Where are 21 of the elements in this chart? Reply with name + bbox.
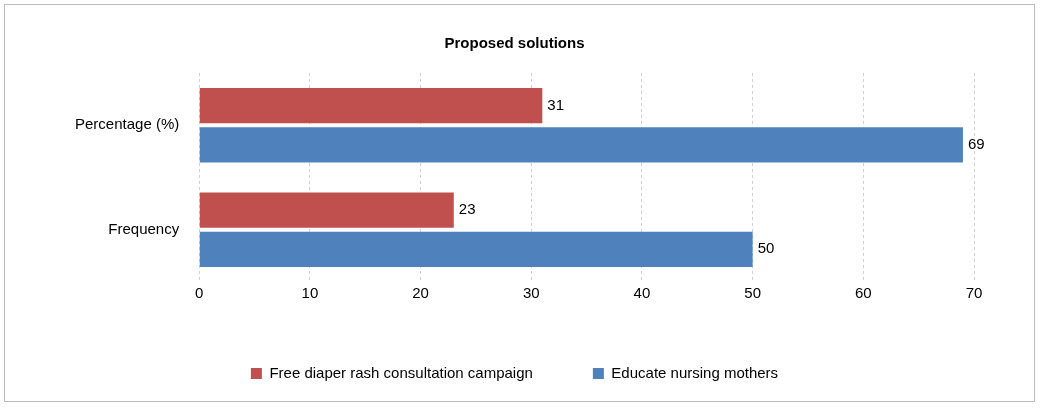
data-label: 23	[458, 200, 476, 218]
data-label: 50	[757, 239, 775, 257]
bar	[199, 127, 963, 163]
x-tick-label: 0	[195, 284, 204, 302]
legend-label: Educate nursing mothers	[611, 363, 779, 381]
x-tick-label: 60	[854, 284, 872, 302]
x-tick-label: 20	[412, 284, 429, 302]
x-tick-label: 10	[301, 284, 319, 302]
legend-label: Free diaper rash consultation campaign	[269, 363, 533, 381]
data-label: 69	[967, 134, 985, 152]
y-tick-label: Frequency	[108, 219, 180, 237]
bar	[199, 192, 454, 228]
x-tick-label: 50	[744, 284, 761, 302]
x-tick-label: 30	[522, 284, 540, 302]
y-tick-label: Percentage (%)	[75, 115, 180, 133]
data-label: 31	[547, 95, 565, 113]
x-tick-label: 40	[633, 284, 651, 302]
bar	[199, 231, 753, 267]
chart-title: Proposed solutions	[444, 34, 585, 52]
x-tick-label: 70	[965, 284, 983, 302]
bar	[199, 88, 543, 124]
